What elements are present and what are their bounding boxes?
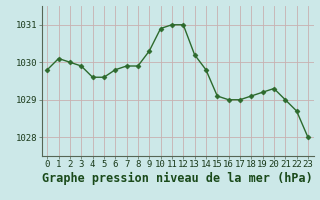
X-axis label: Graphe pression niveau de la mer (hPa): Graphe pression niveau de la mer (hPa) <box>42 172 313 185</box>
